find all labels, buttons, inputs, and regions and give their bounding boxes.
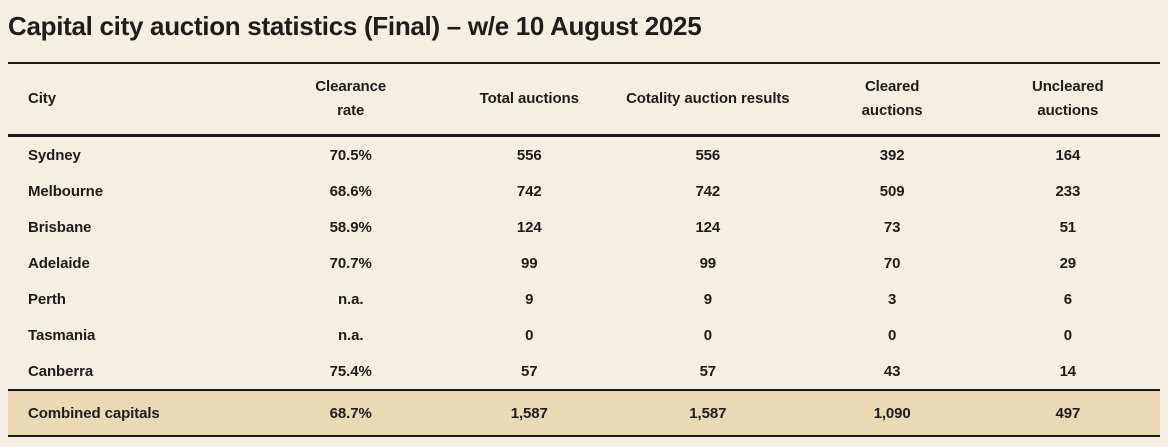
col-header-cleared-auctions: Cleared auctions (809, 63, 976, 136)
cell-cleared-auctions: 1,090 (808, 390, 976, 436)
cell-total-auctions: 99 (521, 254, 538, 272)
cell-cotality-results: 9 (703, 290, 712, 308)
table-row-melbourne: Melbourne 68.6% 742 742 509 233 (8, 173, 1160, 209)
col-header-cotality-auction-results: Cotality auction results (607, 63, 809, 136)
cell-city: Melbourne (28, 182, 103, 200)
cell-uncleared-auctions: 6 (1063, 290, 1072, 308)
cell-city: Perth (28, 290, 66, 308)
cell-city: Adelaide (28, 254, 90, 272)
table-row-sydney: Sydney 70.5% 556 556 392 164 (8, 136, 1160, 174)
cell-city: Brisbane (28, 218, 92, 236)
cell-cleared-auctions: 0 (888, 326, 897, 344)
cell-uncleared-auctions: 29 (1059, 254, 1077, 272)
cell-cleared-auctions: 3 (888, 290, 897, 308)
col-header-total-auctions: Total auctions (452, 63, 608, 136)
cell-clearance-rate: n.a. (337, 326, 364, 344)
cell-clearance-rate: 58.9% (329, 218, 372, 236)
cell-city: Sydney (28, 146, 81, 164)
cell-total-auctions: 124 (516, 218, 542, 236)
table-row-brisbane: Brisbane 58.9% 124 124 73 51 (8, 209, 1160, 245)
cell-cotality-results: 1,587 (607, 390, 809, 436)
col-header-uncleared-auctions: Uncleared auctions (976, 63, 1160, 136)
cell-clearance-rate: 68.7% (249, 390, 452, 436)
col-header-clearance-rate: Clearance rate (250, 63, 452, 136)
header-row: City Clearance rate Total auctions Cotal… (8, 63, 1160, 136)
col-header-label: Cleared auctions (861, 78, 923, 119)
cell-cotality-results: 742 (695, 182, 721, 200)
table-row-adelaide: Adelaide 70.7% 99 99 70 29 (8, 245, 1160, 281)
auction-stats-table: City Clearance rate Total auctions Cotal… (8, 62, 1160, 437)
table-footer: Combined capitals 68.7% 1,587 1,587 1,09… (8, 390, 1160, 436)
cell-cotality-results: 0 (703, 326, 712, 344)
col-header-label: Total auctions (479, 90, 579, 107)
cell-uncleared-auctions: 14 (1059, 362, 1077, 380)
cell-total-auctions: 556 (516, 146, 542, 164)
col-header-label: Uncleared auctions (1031, 78, 1104, 119)
table-row-combined-capitals: Combined capitals 68.7% 1,587 1,587 1,09… (8, 390, 1160, 436)
cell-total-auctions: 57 (521, 362, 538, 380)
cell-cotality-results: 99 (699, 254, 717, 272)
cell-cotality-results: 556 (695, 146, 721, 164)
cell-clearance-rate: 70.7% (329, 254, 372, 272)
table-row-tasmania: Tasmania n.a. 0 0 0 0 (8, 317, 1160, 353)
cell-uncleared-auctions: 164 (1055, 146, 1081, 164)
table-header: City Clearance rate Total auctions Cotal… (8, 63, 1160, 136)
cell-cotality-results: 57 (699, 362, 717, 380)
cell-uncleared-auctions: 51 (1059, 218, 1077, 236)
cell-cleared-auctions: 73 (883, 218, 901, 236)
cell-clearance-rate: n.a. (337, 290, 364, 308)
cell-clearance-rate: 70.5% (329, 146, 372, 164)
cell-city: Combined capitals (8, 390, 250, 436)
table-row-perth: Perth n.a. 9 9 3 6 (8, 281, 1160, 317)
cell-total-auctions: 9 (525, 290, 534, 308)
cell-cleared-auctions: 392 (879, 146, 905, 164)
col-header-city: City (8, 63, 250, 136)
cell-uncleared-auctions: 0 (1063, 326, 1072, 344)
col-header-label: City (28, 90, 56, 107)
cell-city: Canberra (28, 362, 94, 380)
cell-clearance-rate: 68.6% (329, 182, 372, 200)
cell-uncleared-auctions: 233 (1055, 182, 1081, 200)
cell-cleared-auctions: 43 (883, 362, 901, 380)
page-title: Capital city auction statistics (Final) … (8, 11, 702, 41)
table-body: Sydney 70.5% 556 556 392 164 Melbourne 6… (8, 136, 1160, 391)
cell-clearance-rate: 75.4% (329, 362, 372, 380)
cell-total-auctions: 0 (525, 326, 534, 344)
cell-city: Tasmania (28, 326, 96, 344)
cell-cleared-auctions: 509 (879, 182, 905, 200)
cell-total-auctions: 742 (516, 182, 542, 200)
cell-total-auctions: 1,587 (451, 390, 608, 436)
cell-uncleared-auctions: 497 (975, 390, 1160, 436)
col-header-label: Cotality auction results (626, 90, 790, 107)
cell-cleared-auctions: 70 (883, 254, 901, 272)
col-header-label: Clearance rate (315, 78, 387, 119)
table-row-canberra: Canberra 75.4% 57 57 43 14 (8, 353, 1160, 390)
cell-cotality-results: 124 (695, 218, 721, 236)
